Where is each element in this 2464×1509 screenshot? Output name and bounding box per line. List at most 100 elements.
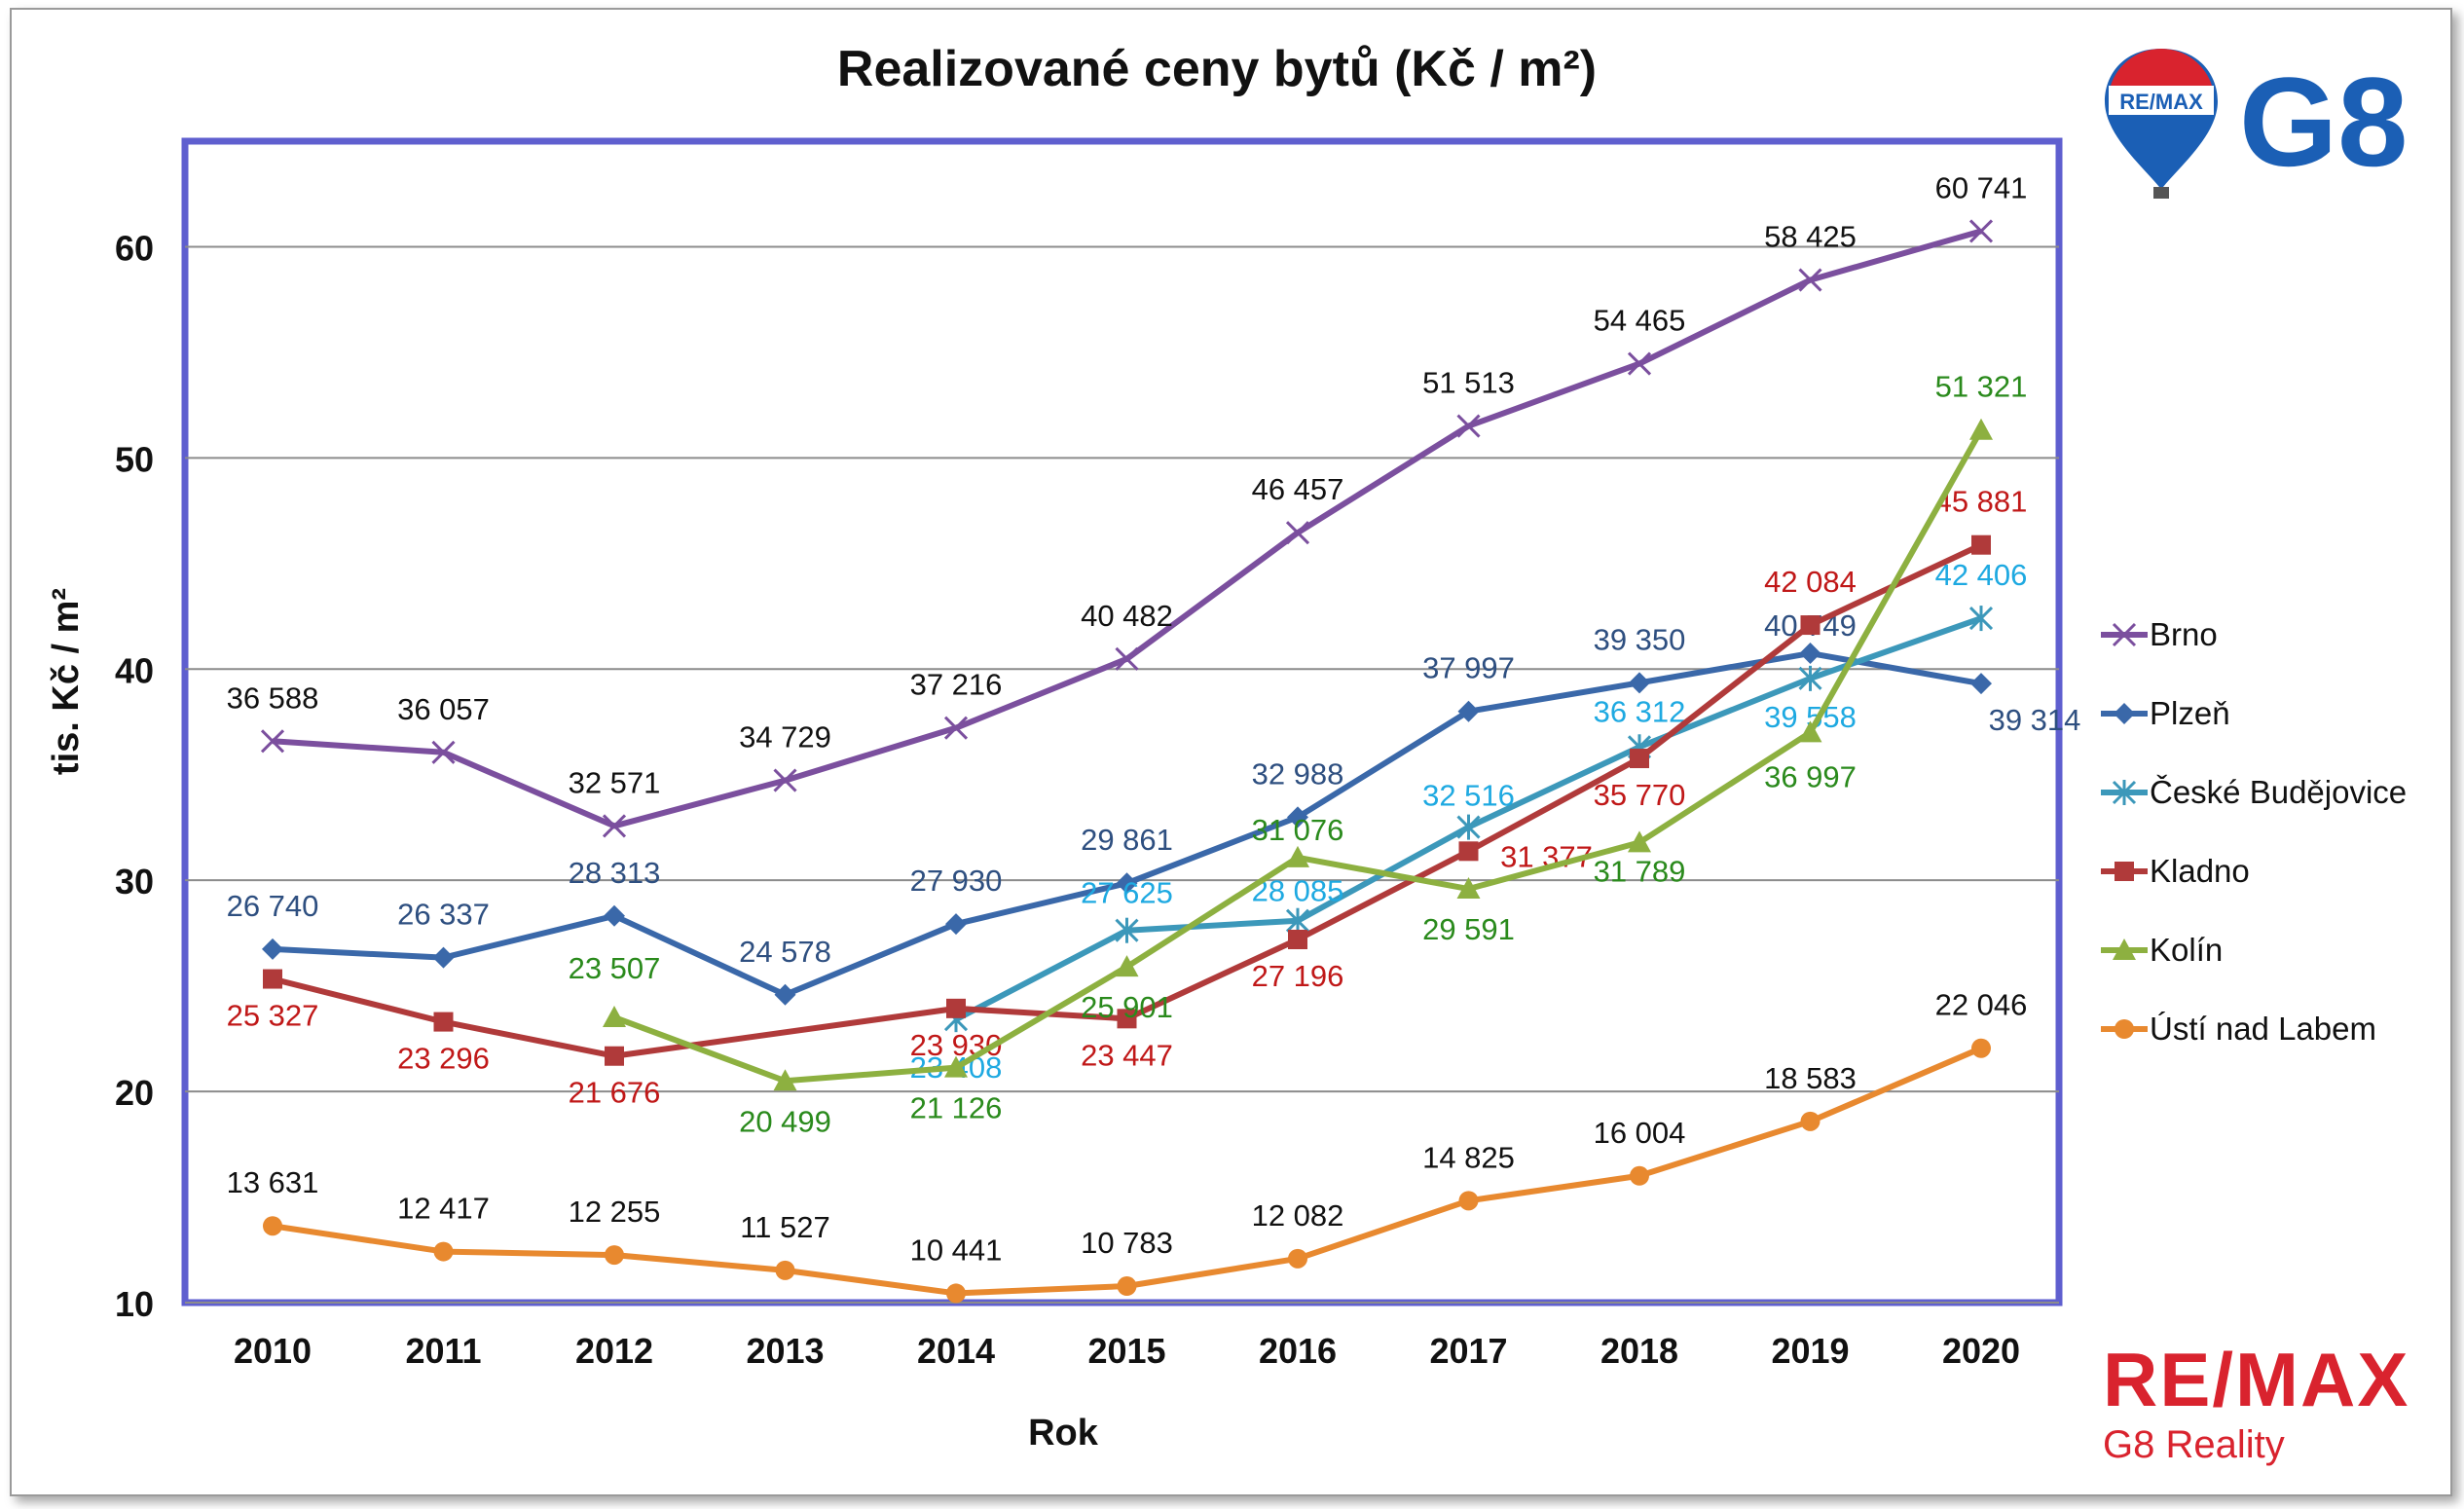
data-point-marker — [431, 740, 456, 764]
data-label: 58 425 — [1764, 220, 1857, 254]
data-point-marker — [1285, 521, 1310, 545]
data-label: 36 312 — [1594, 694, 1686, 728]
data-label: 29 861 — [1081, 823, 1173, 857]
data-point-marker — [1287, 806, 1308, 828]
x-tick-label: 2018 — [1600, 1331, 1678, 1371]
data-point-marker — [1458, 1191, 1479, 1211]
legend-label: Kladno — [2150, 853, 2250, 889]
data-point-marker — [1288, 1248, 1307, 1269]
data-label: 54 465 — [1594, 304, 1686, 338]
data-label: 11 527 — [740, 1210, 830, 1244]
data-point-marker — [2112, 622, 2137, 647]
data-label: 16 004 — [1594, 1116, 1686, 1150]
data-label: 10 783 — [1081, 1226, 1173, 1260]
data-point-marker — [1117, 1276, 1137, 1297]
brand-g8-reality: G8 Reality — [2103, 1423, 2285, 1466]
y-tick-label: 30 — [115, 862, 154, 902]
data-point-marker — [1457, 700, 1480, 722]
data-point-marker — [1630, 749, 1649, 769]
data-label: 21 676 — [569, 1076, 661, 1110]
data-label: 26 337 — [397, 898, 490, 932]
data-point-marker — [1969, 418, 1993, 440]
data-point-marker — [1115, 646, 1139, 671]
data-label: 13 631 — [227, 1165, 319, 1199]
data-label: 36 588 — [227, 681, 319, 715]
x-tick-label: 2017 — [1429, 1331, 1507, 1371]
data-label: 12 082 — [1252, 1198, 1344, 1233]
y-tick-label: 10 — [115, 1284, 154, 1324]
data-label: 31 789 — [1594, 854, 1686, 888]
legend-item: Ústí nad Labem — [2101, 1011, 2376, 1047]
brand-remax: RE/MAX — [2103, 1337, 2410, 1422]
data-label: 37 216 — [910, 668, 1003, 702]
data-label: 39 314 — [1989, 703, 2081, 737]
data-point-marker — [943, 716, 969, 740]
x-tick-label: 2012 — [575, 1331, 653, 1371]
data-point-marker — [603, 1006, 626, 1028]
data-point-marker — [1970, 673, 1992, 695]
data-label: 42 084 — [1764, 565, 1857, 599]
legend-item: Brno — [2101, 616, 2218, 652]
legend-item: Kolín — [2101, 932, 2223, 968]
g8-logo-text: G8 — [2239, 51, 2408, 193]
data-label: 22 046 — [1935, 988, 2028, 1022]
data-label: 12 255 — [569, 1195, 661, 1229]
series-brno: 36 588 36 057 32 571 34 729 37 216 40 482 46 4… — [227, 170, 2027, 838]
data-label: 51 513 — [1422, 366, 1515, 400]
data-point-marker — [774, 983, 796, 1006]
data-point-marker — [605, 1245, 624, 1266]
data-point-marker — [605, 1046, 624, 1066]
data-label: 37 997 — [1422, 651, 1515, 685]
data-point-marker — [773, 768, 797, 792]
data-label: 40 482 — [1081, 599, 1173, 633]
data-point-marker — [773, 1069, 797, 1091]
data-point-marker — [1968, 219, 1994, 243]
data-point-marker — [1628, 830, 1651, 853]
data-label: 12 417 — [397, 1192, 490, 1226]
x-tick-label: 2016 — [1259, 1331, 1337, 1371]
x-tick-label: 2019 — [1771, 1331, 1849, 1371]
chart-title: Realizované ceny bytů (Kč / m²) — [837, 41, 1597, 97]
data-point-marker — [1629, 672, 1650, 694]
series-line — [272, 541, 1983, 1059]
data-label: 36 997 — [1764, 759, 1857, 793]
legend-item: České Budějovice — [2101, 774, 2407, 810]
data-point-marker — [433, 1012, 454, 1032]
data-point-marker — [1116, 872, 1138, 895]
data-point-marker — [1456, 414, 1481, 438]
data-point-marker — [1968, 606, 1994, 632]
data-label: 31 076 — [1252, 813, 1344, 847]
data-point-marker — [944, 1055, 968, 1078]
data-point-marker — [775, 1260, 795, 1280]
data-label: 23 296 — [397, 1042, 490, 1076]
data-point-marker — [263, 1216, 282, 1236]
data-point-marker — [433, 1241, 454, 1262]
remax-g8-logo: RE/MAX G8 — [2105, 49, 2408, 199]
x-tick-label: 2015 — [1087, 1331, 1165, 1371]
data-point-marker — [1288, 930, 1307, 950]
data-label: 28 313 — [569, 856, 661, 890]
data-label: 29 591 — [1422, 912, 1515, 946]
data-label: 32 516 — [1422, 779, 1515, 813]
legend-label: Ústí nad Labem — [2150, 1011, 2376, 1047]
legend-label: České Budějovice — [2150, 774, 2407, 810]
data-label: 27 196 — [1252, 959, 1344, 993]
data-point-marker — [604, 904, 625, 927]
data-point-marker — [262, 938, 283, 960]
data-point-marker — [432, 946, 455, 969]
x-tick-label: 2020 — [1942, 1331, 2020, 1371]
data-point-marker — [2115, 1019, 2134, 1039]
data-point-marker — [1115, 917, 1139, 943]
data-point-marker — [1117, 1009, 1137, 1029]
data-point-marker — [1800, 1111, 1820, 1131]
data-point-marker — [1456, 814, 1481, 840]
y-tick-label: 40 — [115, 650, 154, 690]
legend-item: Kladno — [2101, 853, 2250, 889]
data-point-marker — [1798, 268, 1822, 292]
data-point-marker — [1630, 1165, 1649, 1186]
data-label: 24 578 — [739, 935, 831, 969]
